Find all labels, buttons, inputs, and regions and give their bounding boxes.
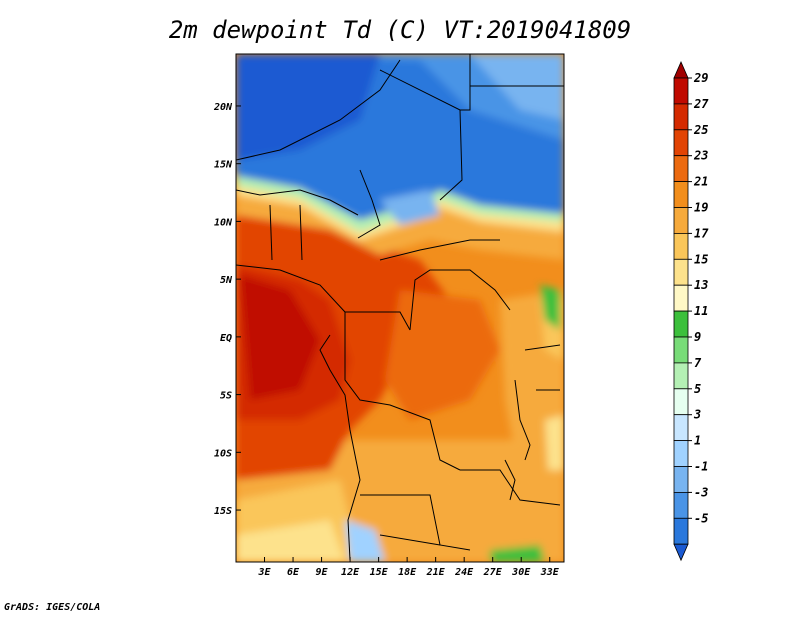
lon-tick-label: 21E xyxy=(426,567,446,578)
colorbar-swatch xyxy=(673,362,689,390)
lat-tick-label: 10S xyxy=(214,448,232,459)
lon-tick-label: 12E xyxy=(341,567,360,578)
lon-tick-label: 9E xyxy=(316,567,329,578)
colorbar-label: 11 xyxy=(694,304,708,318)
colorbar-swatch xyxy=(673,414,689,442)
colorbar-swatch xyxy=(673,466,689,493)
lon-tick-label: 15E xyxy=(370,567,389,578)
lon-tick-label: 33E xyxy=(540,567,560,578)
colorbar-swatch xyxy=(673,284,689,312)
colorbar-swatch xyxy=(673,129,689,157)
colorbar-label: 5 xyxy=(694,382,701,396)
map-frame xyxy=(235,53,565,563)
lat-tick-label: 15N xyxy=(214,160,233,171)
colorbar-label: 15 xyxy=(694,252,708,266)
colorbar-label: 21 xyxy=(693,175,708,189)
colorbar-label: 9 xyxy=(694,330,701,344)
lon-tick-label: 3E xyxy=(257,567,271,578)
colorbar-swatch xyxy=(673,543,689,562)
lat-tick-label: 5N xyxy=(220,275,233,286)
colorbar-label: 13 xyxy=(694,278,708,292)
colorbar-label: 25 xyxy=(693,123,708,137)
colorbar-swatch xyxy=(673,336,689,364)
lon-tick-label: 6E xyxy=(287,567,300,578)
colorbar-swatch xyxy=(673,440,689,467)
chart-title: 2m dewpoint Td (C) VT:2019041809 xyxy=(168,16,632,44)
colorbar-swatch xyxy=(673,388,689,416)
colorbar-label: 29 xyxy=(693,71,708,85)
colorbar-swatch xyxy=(673,232,689,260)
colorbar-swatch xyxy=(673,258,689,286)
colorbar-swatch xyxy=(673,517,689,545)
colorbar-label: 27 xyxy=(693,97,709,111)
colorbar-label: 17 xyxy=(694,226,709,240)
lon-tick-label: 18E xyxy=(398,567,417,578)
colorbar-swatch xyxy=(673,77,689,105)
lat-tick-label: EQ xyxy=(220,333,232,344)
grads-credit: GrADS: IGES/COLA xyxy=(4,602,101,613)
lat-tick-label: 15S xyxy=(214,506,232,517)
colorbar-swatch xyxy=(673,491,689,519)
colorbar-swatch xyxy=(673,181,689,208)
colorbar-swatch xyxy=(673,155,689,182)
colorbar-label: -5 xyxy=(694,511,708,525)
colorbar-label: -1 xyxy=(694,460,708,474)
lat-tick-label: 5S xyxy=(220,391,232,402)
lat-axis: 20N 15N 10N 5N EQ 5S 10S 15S xyxy=(213,102,241,517)
colorbar-label: 7 xyxy=(694,356,702,370)
colorbar-swatch xyxy=(673,207,689,234)
lon-tick-label: 24E xyxy=(454,567,474,578)
colorbar-label: 19 xyxy=(694,201,708,215)
lat-tick-label: 10N xyxy=(214,217,233,228)
colorbar-swatch xyxy=(673,310,689,338)
lat-tick-label: 20N xyxy=(213,102,233,113)
lon-tick-label: 27E xyxy=(483,567,503,578)
dewpoint-field xyxy=(236,54,564,562)
colorbar-label: 23 xyxy=(693,149,708,163)
lon-tick-label: 30E xyxy=(511,567,531,578)
colorbar-label: 1 xyxy=(694,434,701,448)
country-boundaries xyxy=(236,54,564,561)
colorbar-label: 3 xyxy=(693,408,701,422)
lon-axis: 3E 6E 9E 12E 15E 18E 21E 24E 27E 30E 33E xyxy=(257,557,560,578)
colorbar: 29 27 25 23 21 19 17 15 13 11 9 7 5 3 1 -1 -3 -5 xyxy=(673,61,709,562)
colorbar-swatch xyxy=(673,103,689,131)
colorbar-label: -3 xyxy=(694,485,708,499)
colorbar-swatch xyxy=(673,61,689,79)
